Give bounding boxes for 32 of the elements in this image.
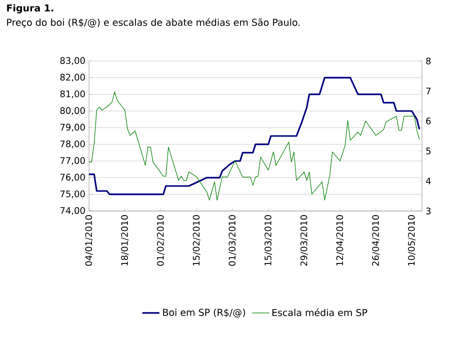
x-tick-label: 01/02/2010 [156,215,164,266]
x-tick-label: 26/04/2010 [372,215,380,266]
legend-label: Boi em SP (R$/@) [163,308,246,318]
y-tick-label: 77,00 [60,157,85,165]
x-tick-label: 15/02/2010 [192,215,200,266]
x-tick-label: 29/03/2010 [300,215,308,266]
y-tick-label: 74,00 [60,207,85,215]
legend-label: Escala média em SP [272,308,368,316]
x-tick-label: 12/04/2010 [336,215,344,266]
y2-tick-label: 7 [426,88,430,94]
y-tick-label: 80,00 [60,107,85,115]
y-tick-label: 75,00 [60,190,85,198]
y-tick-label: 79,00 [60,124,85,132]
y2-tick-label: 8 [426,58,431,64]
y-tick-label: 76,00 [60,174,85,182]
x-tick-label: 15/03/2010 [264,215,272,266]
x-tick-label: 10/05/2010 [408,215,416,266]
line-series [88,92,420,200]
y2-tick-label: 4 [426,178,431,184]
chart-subtitle: Preço do boi (R$/@) e escalas de abate médias em São Paulo. [7,18,300,28]
x-tick-label: 01/03/2010 [228,215,236,266]
y-tick-label: 78,00 [60,140,85,148]
line-series [88,76,420,196]
x-tick-label: 04/01/2010 [85,215,93,266]
y2-tick-label: 6 [426,118,431,124]
y2-tick-label: 3 [426,208,431,214]
y2-tick-label: 5 [426,148,430,154]
y-tick-label: 83,00 [60,57,85,65]
y-tick-label: 81,00 [60,90,85,98]
y-tick-label: 82,00 [60,74,85,82]
x-tick-label: 18/01/2010 [121,215,129,266]
chart-title: Figura 1. [7,4,54,14]
